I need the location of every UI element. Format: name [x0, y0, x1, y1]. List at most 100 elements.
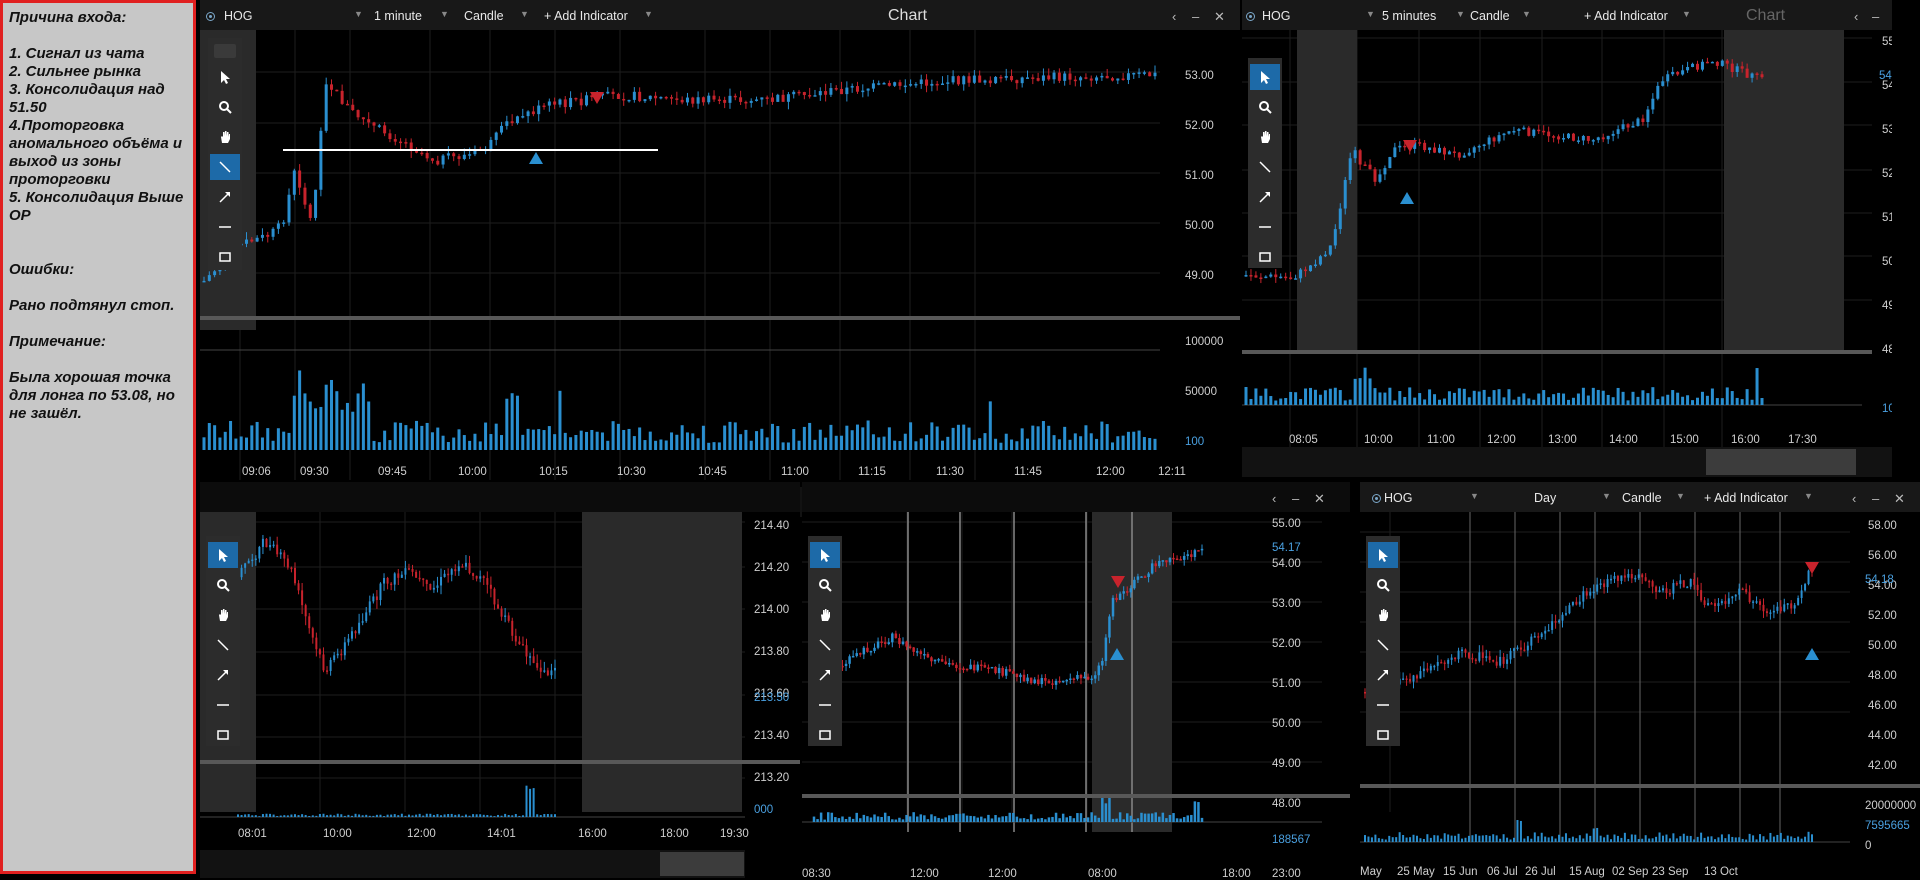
symbol-selector[interactable]: HOG [1384, 491, 1413, 505]
horizontal-line-icon[interactable] [810, 692, 840, 718]
candlestick-plot[interactable] [1360, 512, 1850, 862]
chevron-down-icon[interactable]: ▼ [1602, 491, 1611, 501]
arrow-icon[interactable] [1250, 184, 1280, 210]
toolbar-grip-icon[interactable] [214, 44, 236, 58]
chevron-down-icon[interactable]: ▼ [1682, 9, 1691, 19]
add-indicator-button[interactable]: + Add Indicator [1584, 9, 1668, 23]
symbol-selector[interactable]: HOG [1262, 9, 1291, 23]
pointer-icon[interactable] [1250, 64, 1280, 90]
close-icon[interactable]: ✕ [1314, 491, 1325, 506]
chevron-down-icon[interactable]: ▼ [440, 9, 449, 19]
volume-bar [542, 430, 546, 450]
interval-selector[interactable]: 5 minutes [1382, 9, 1437, 23]
chevron-left-icon[interactable]: ‹ [1172, 9, 1177, 24]
chart-type-selector[interactable]: Candle [1470, 9, 1510, 23]
radio-icon[interactable] [1246, 12, 1255, 21]
add-indicator-button[interactable]: + Add Indicator [1704, 491, 1788, 505]
pane-separator[interactable] [1242, 350, 1872, 354]
zoom-icon[interactable] [1368, 572, 1398, 598]
arrow-icon[interactable] [210, 184, 240, 210]
candlestick-plot[interactable] [1242, 30, 1872, 470]
horizontal-line-icon[interactable] [208, 692, 238, 718]
chevron-left-icon[interactable]: ‹ [1852, 491, 1857, 506]
horizontal-line-icon[interactable] [210, 214, 240, 240]
arrow-icon[interactable] [1368, 662, 1398, 688]
radio-icon[interactable] [206, 12, 215, 21]
zoom-icon[interactable] [208, 572, 238, 598]
candlestick-plot[interactable] [802, 512, 1322, 872]
minimize-icon[interactable]: – [1192, 9, 1200, 24]
line-icon[interactable] [208, 632, 238, 658]
close-icon[interactable]: ✕ [1214, 9, 1225, 24]
minimize-icon[interactable]: – [1872, 491, 1880, 506]
chevron-down-icon[interactable]: ▼ [1470, 491, 1479, 501]
candle-body [282, 222, 286, 224]
chart-type-selector[interactable]: Candle [1622, 491, 1662, 505]
volume-bar [876, 816, 880, 822]
horizontal-line-icon[interactable] [1368, 692, 1398, 718]
candlestick-plot[interactable] [200, 512, 745, 857]
zoom-icon[interactable] [1250, 94, 1280, 120]
close-icon[interactable]: ✕ [1894, 491, 1905, 506]
symbol-selector[interactable]: HOG [224, 9, 253, 23]
pointer-icon[interactable] [1368, 542, 1398, 568]
candle-body [873, 647, 876, 651]
chart-type-selector[interactable]: Candle [464, 9, 504, 23]
navigator-strip[interactable] [200, 850, 745, 878]
volume-bar [1478, 835, 1481, 842]
rectangle-icon[interactable] [1250, 244, 1280, 270]
pane-separator[interactable] [200, 760, 800, 764]
rectangle-icon[interactable] [208, 722, 238, 748]
hand-icon[interactable] [810, 602, 840, 628]
chevron-down-icon[interactable]: ▼ [1456, 9, 1465, 19]
hand-icon[interactable] [1250, 124, 1280, 150]
candlestick-plot[interactable] [200, 30, 1180, 485]
chevron-left-icon[interactable]: ‹ [1854, 9, 1859, 24]
hand-icon[interactable] [1368, 602, 1398, 628]
volume-bar [1022, 818, 1026, 822]
volume-bar [851, 818, 855, 822]
rectangle-icon[interactable] [810, 722, 840, 748]
pane-separator[interactable] [802, 794, 1350, 798]
arrow-icon[interactable] [208, 662, 238, 688]
volume-bar [521, 815, 524, 817]
candle-body [925, 79, 929, 86]
pointer-icon[interactable] [810, 542, 840, 568]
volume-bar [755, 431, 759, 450]
chevron-down-icon[interactable]: ▼ [1522, 9, 1531, 19]
chevron-down-icon[interactable]: ▼ [1804, 491, 1813, 501]
chevron-down-icon[interactable]: ▼ [520, 9, 529, 19]
chevron-down-icon[interactable]: ▼ [354, 9, 363, 19]
line-icon[interactable] [810, 632, 840, 658]
pointer-icon[interactable] [210, 64, 240, 90]
rectangle-icon[interactable] [210, 244, 240, 270]
hand-icon[interactable] [208, 602, 238, 628]
hand-icon[interactable] [210, 124, 240, 150]
minimize-icon[interactable]: – [1292, 491, 1300, 506]
pointer-icon[interactable] [208, 542, 238, 568]
chevron-down-icon[interactable]: ▼ [1366, 9, 1375, 19]
line-icon[interactable] [1250, 154, 1280, 180]
volume-bar [1047, 817, 1051, 822]
volume-bar [930, 422, 934, 450]
candle-body [1772, 610, 1775, 613]
chevron-left-icon[interactable]: ‹ [1272, 491, 1277, 506]
minimize-icon[interactable]: – [1872, 9, 1880, 24]
zoom-icon[interactable] [210, 94, 240, 120]
interval-selector[interactable]: 1 minute [374, 9, 422, 23]
pane-separator[interactable] [200, 316, 1240, 320]
radio-icon[interactable] [1372, 494, 1381, 503]
add-indicator-button[interactable]: + Add Indicator [544, 9, 628, 23]
zoom-icon[interactable] [810, 572, 840, 598]
arrow-icon[interactable] [810, 662, 840, 688]
chevron-down-icon[interactable]: ▼ [644, 9, 653, 19]
line-icon[interactable] [1368, 632, 1398, 658]
rectangle-icon[interactable] [1368, 722, 1398, 748]
navigator-handle[interactable] [660, 852, 744, 876]
chevron-down-icon[interactable]: ▼ [1676, 491, 1685, 501]
navigator-handle[interactable] [1706, 449, 1856, 475]
horizontal-line-icon[interactable] [1250, 214, 1280, 240]
pane-separator[interactable] [1360, 784, 1920, 788]
line-icon[interactable] [210, 154, 240, 180]
interval-selector[interactable]: Day [1534, 491, 1557, 505]
